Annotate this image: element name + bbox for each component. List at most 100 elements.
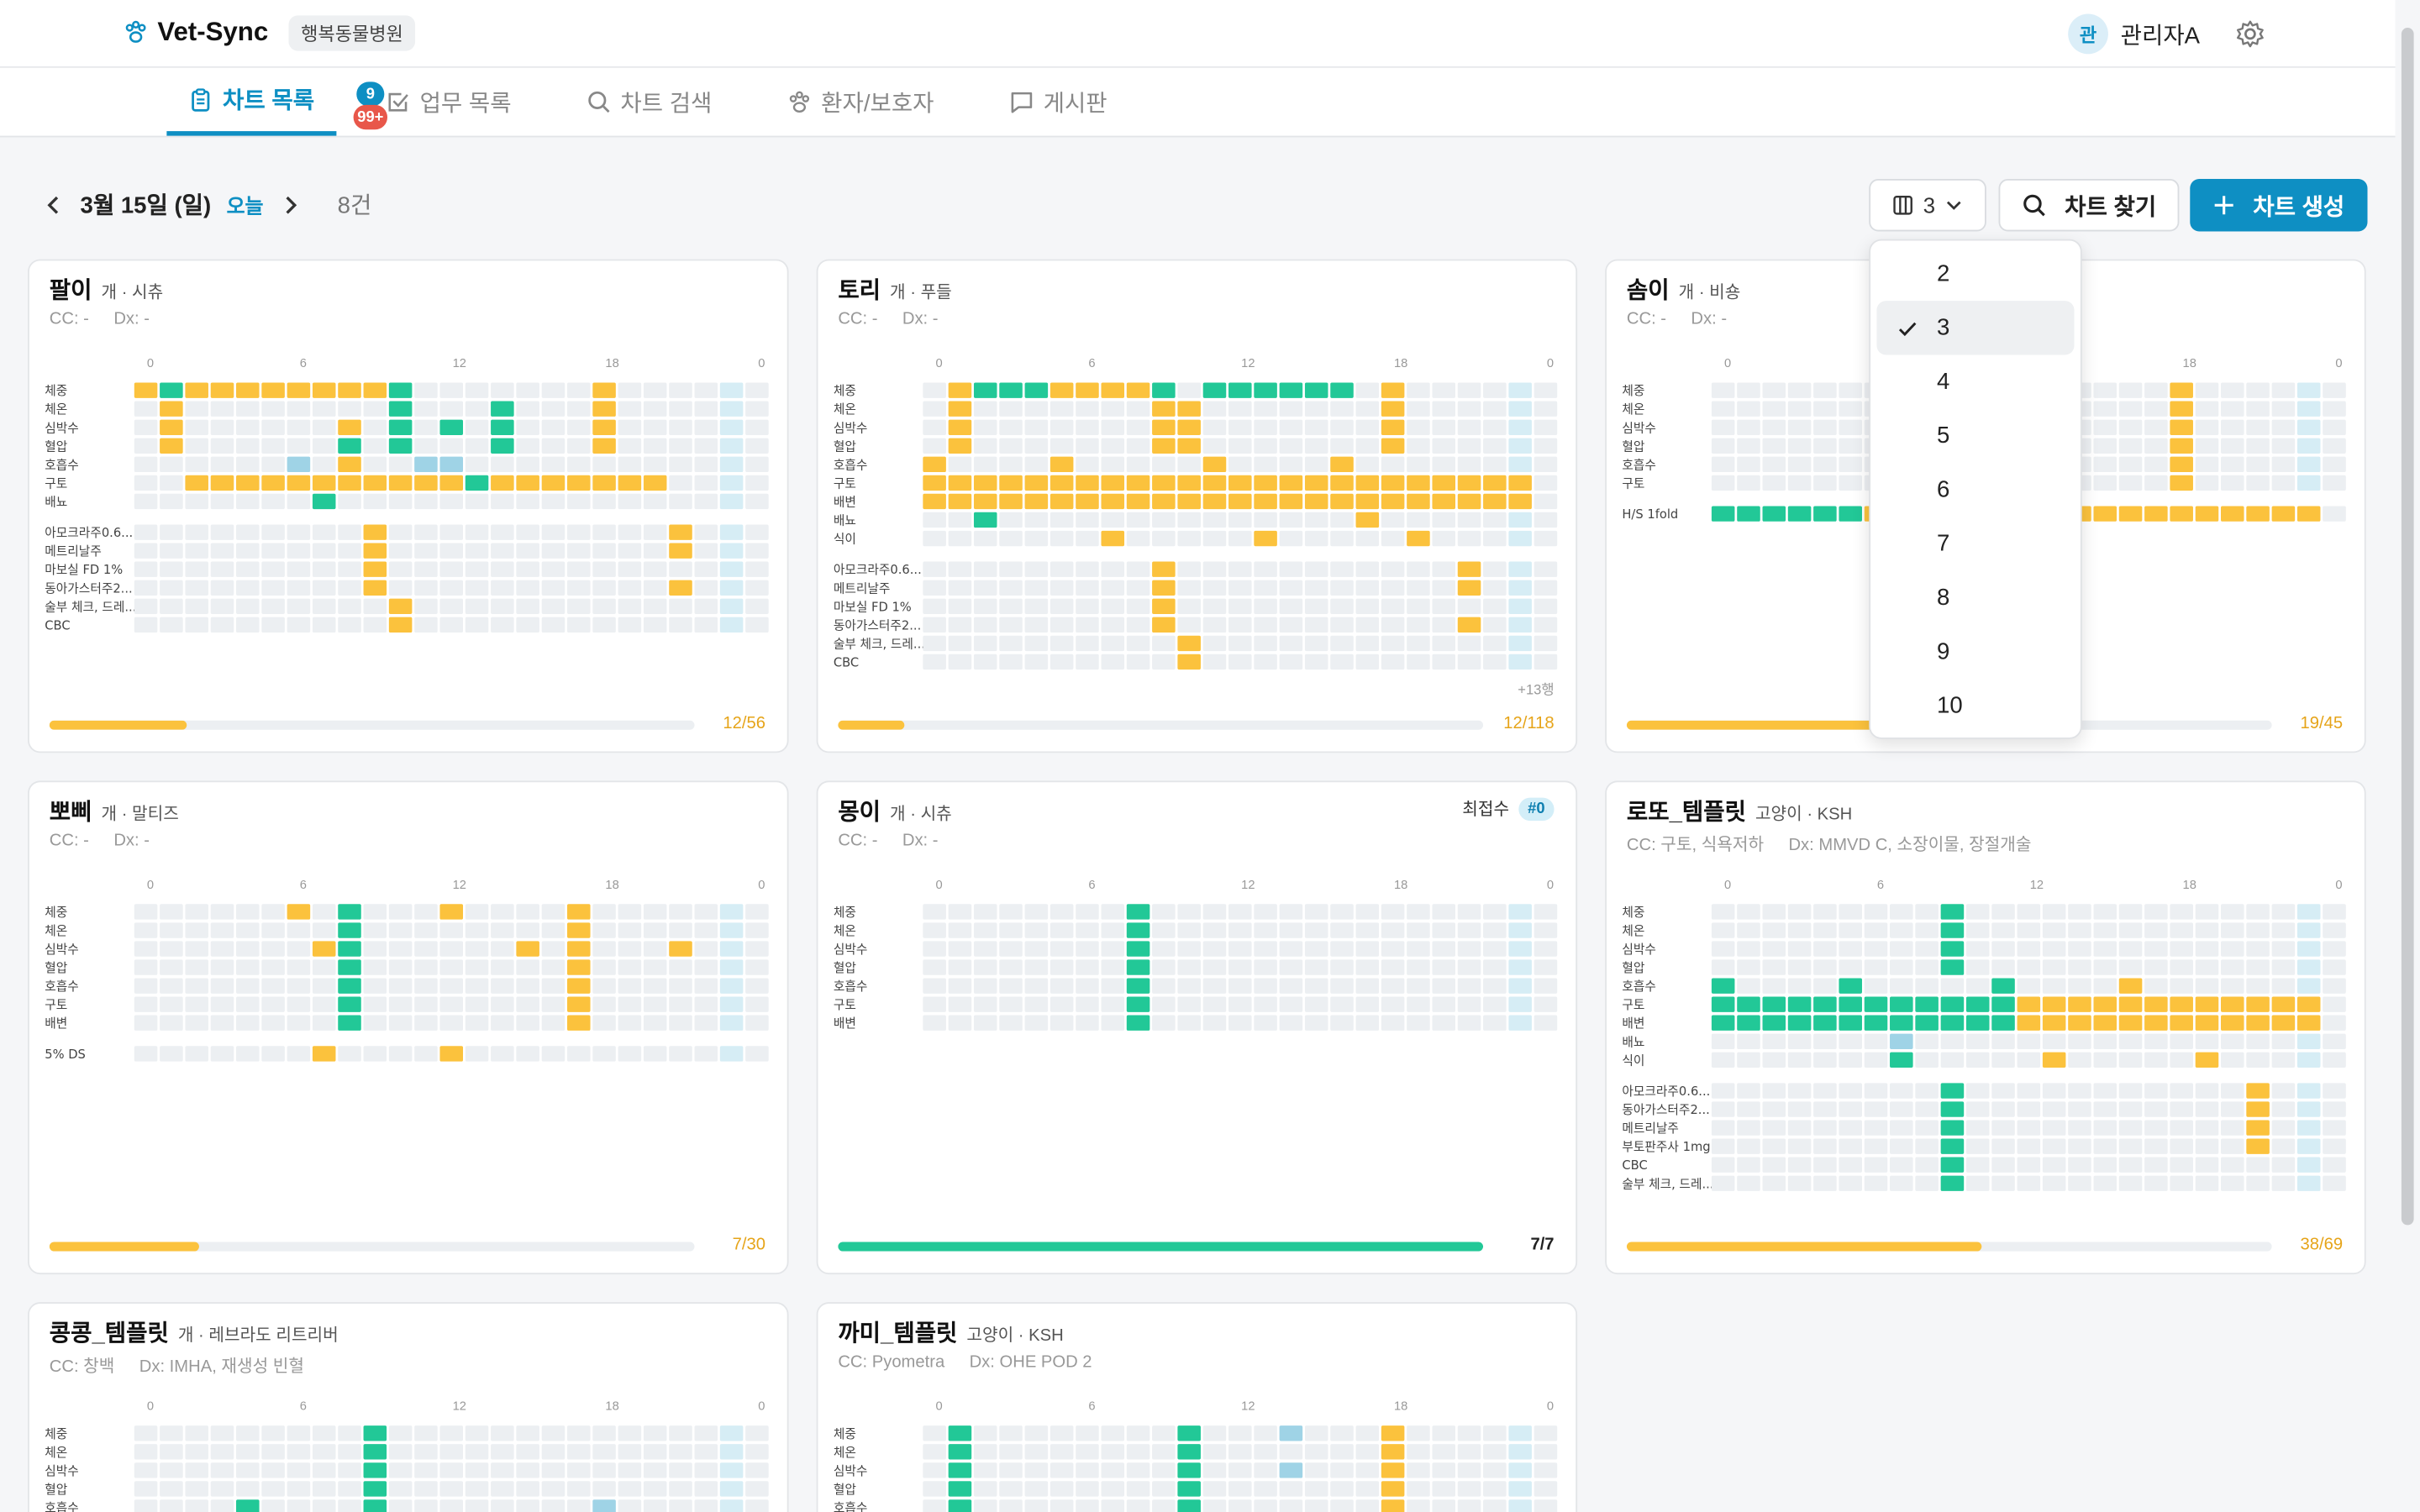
treatment-cell[interactable] xyxy=(236,438,260,454)
treatment-cell[interactable] xyxy=(160,617,183,633)
treatment-cell[interactable] xyxy=(185,978,208,994)
treatment-cell[interactable] xyxy=(2017,904,2041,920)
treatment-cell[interactable] xyxy=(1864,1052,1888,1068)
treatment-cell-filled[interactable] xyxy=(491,419,514,435)
treatment-cell[interactable] xyxy=(2068,922,2091,938)
chevron-right-icon[interactable] xyxy=(279,194,301,216)
treatment-cell[interactable] xyxy=(999,1015,1023,1031)
treatment-cell[interactable] xyxy=(2170,1175,2193,1191)
treatment-cell[interactable] xyxy=(185,524,208,540)
treatment-cell[interactable] xyxy=(618,996,642,1012)
treatment-cell-filled[interactable] xyxy=(1407,530,1430,547)
treatment-cell[interactable] xyxy=(516,922,539,938)
treatment-cell[interactable] xyxy=(2118,1101,2143,1117)
treatment-cell-filled[interactable] xyxy=(1279,382,1303,398)
treatment-cell[interactable] xyxy=(1304,512,1328,528)
treatment-cell[interactable] xyxy=(1890,1083,1913,1099)
treatment-cell[interactable] xyxy=(388,941,413,957)
treatment-cell[interactable] xyxy=(516,617,539,633)
treatment-cell[interactable] xyxy=(1228,561,1252,577)
treatment-cell[interactable] xyxy=(1254,438,1277,454)
treatment-cell-filled[interactable] xyxy=(388,438,413,454)
treatment-cell[interactable] xyxy=(1381,978,1405,994)
treatment-cell[interactable] xyxy=(1711,1120,1735,1136)
treatment-cell[interactable] xyxy=(1254,1462,1277,1478)
treatment-cell[interactable] xyxy=(1355,419,1380,435)
treatment-cell[interactable] xyxy=(719,1462,744,1478)
treatment-cell[interactable] xyxy=(669,996,692,1012)
treatment-cell-filled[interactable] xyxy=(1126,941,1150,957)
treatment-cell[interactable] xyxy=(541,1462,566,1478)
treatment-cell[interactable] xyxy=(1101,654,1125,670)
treatment-cell[interactable] xyxy=(592,922,616,938)
treatment-cell[interactable] xyxy=(185,904,208,920)
treatment-cell[interactable] xyxy=(643,493,667,510)
treatment-cell[interactable] xyxy=(2296,1052,2321,1068)
treatment-cell[interactable] xyxy=(185,1481,208,1497)
treatment-cell[interactable] xyxy=(923,561,946,577)
treatment-cell[interactable] xyxy=(923,1499,946,1512)
treatment-cell-filled[interactable] xyxy=(1177,1481,1201,1497)
treatment-cell[interactable] xyxy=(1483,978,1507,994)
treatment-cell-filled[interactable] xyxy=(592,401,616,417)
treatment-cell[interactable] xyxy=(287,419,311,435)
treatment-cell[interactable] xyxy=(1483,654,1507,670)
treatment-cell-filled[interactable] xyxy=(1101,493,1125,510)
treatment-cell[interactable] xyxy=(1279,654,1303,670)
treatment-cell[interactable] xyxy=(566,543,591,559)
treatment-cell[interactable] xyxy=(1228,598,1252,615)
treatment-cell[interactable] xyxy=(2221,1120,2244,1136)
treatment-cell[interactable] xyxy=(1711,922,1735,938)
treatment-cell[interactable] xyxy=(439,1499,464,1512)
treatment-cell[interactable] xyxy=(185,922,208,938)
treatment-cell[interactable] xyxy=(923,904,946,920)
treatment-cell[interactable] xyxy=(185,561,208,577)
treatment-cell[interactable] xyxy=(1076,996,1099,1012)
treatment-cell[interactable] xyxy=(1101,959,1125,975)
treatment-cell-filled[interactable] xyxy=(2170,996,2193,1012)
treatment-cell-filled[interactable] xyxy=(1330,475,1354,491)
treatment-cell[interactable] xyxy=(465,996,489,1012)
treatment-cell-filled[interactable] xyxy=(312,941,336,957)
treatment-cell[interactable] xyxy=(465,401,489,417)
treatment-cell-filled[interactable] xyxy=(973,475,997,491)
treatment-cell[interactable] xyxy=(1228,1015,1252,1031)
treatment-cell[interactable] xyxy=(414,1046,438,1062)
treatment-cell[interactable] xyxy=(1457,382,1481,398)
treatment-cell-filled[interactable] xyxy=(1330,456,1354,473)
treatment-cell-filled[interactable] xyxy=(1177,1499,1201,1512)
treatment-cell[interactable] xyxy=(388,922,413,938)
treatment-cell[interactable] xyxy=(1279,1499,1303,1512)
treatment-cell[interactable] xyxy=(2042,1157,2066,1173)
treatment-cell[interactable] xyxy=(719,580,744,596)
treatment-cell[interactable] xyxy=(643,382,667,398)
treatment-cell[interactable] xyxy=(210,1462,234,1478)
treatment-cell[interactable] xyxy=(1787,456,1812,473)
treatment-cell[interactable] xyxy=(669,959,692,975)
treatment-cell[interactable] xyxy=(2195,1175,2219,1191)
treatment-cell[interactable] xyxy=(1279,419,1303,435)
treatment-cell[interactable] xyxy=(1202,996,1227,1012)
column-option-8[interactable]: 8 xyxy=(1876,571,2074,625)
treatment-cell-filled[interactable] xyxy=(338,456,361,473)
treatment-cell[interactable] xyxy=(439,1015,464,1031)
treatment-cell[interactable] xyxy=(1304,922,1328,938)
treatment-cell[interactable] xyxy=(491,543,514,559)
treatment-cell[interactable] xyxy=(1152,941,1176,957)
treatment-cell[interactable] xyxy=(414,598,438,615)
treatment-cell[interactable] xyxy=(948,996,972,1012)
treatment-cell-filled[interactable] xyxy=(1101,382,1125,398)
treatment-cell[interactable] xyxy=(1202,904,1227,920)
treatment-cell[interactable] xyxy=(1381,904,1405,920)
treatment-cell-filled[interactable] xyxy=(1126,382,1150,398)
treatment-cell[interactable] xyxy=(2118,922,2143,938)
treatment-cell[interactable] xyxy=(2170,1157,2193,1173)
treatment-cell[interactable] xyxy=(1711,401,1735,417)
treatment-cell[interactable] xyxy=(694,1462,718,1478)
treatment-cell[interactable] xyxy=(618,978,642,994)
treatment-cell[interactable] xyxy=(1508,419,1532,435)
treatment-cell[interactable] xyxy=(1101,512,1125,528)
treatment-cell[interactable] xyxy=(1330,419,1354,435)
treatment-cell[interactable] xyxy=(1787,419,1812,435)
treatment-cell[interactable] xyxy=(1101,438,1125,454)
